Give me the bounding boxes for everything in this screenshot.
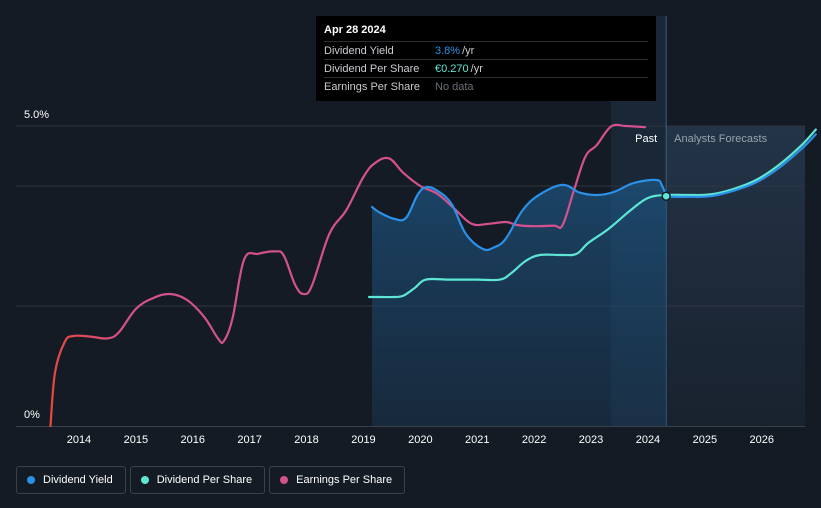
legend-label: Dividend Per Share <box>156 474 253 486</box>
x-tick-label: 2019 <box>351 434 375 446</box>
legend-dot <box>27 476 35 484</box>
dividend-yield-line <box>370 178 668 252</box>
tooltip-value: No data <box>435 80 474 93</box>
legend-label: Earnings Per Share <box>296 474 393 486</box>
legend-item-dividend-yield[interactable]: Dividend Yield <box>16 466 126 494</box>
tooltip-date: Apr 28 2024 <box>324 24 386 36</box>
y-tick-label: 5.0% <box>24 109 49 121</box>
x-tick-label: 2017 <box>237 434 261 446</box>
highlight-point <box>661 191 671 201</box>
x-tick-label: 2014 <box>67 434 91 446</box>
earnings-per-share-line <box>49 123 647 428</box>
legend-item-earnings-per-share[interactable]: Earnings Per Share <box>269 466 406 494</box>
tooltip-label: Dividend Yield <box>324 44 394 57</box>
dividend-per-share-line <box>368 128 817 299</box>
x-tick-label: 2015 <box>124 434 148 446</box>
x-tick-label: 2018 <box>294 434 318 446</box>
legend-dot <box>280 476 289 484</box>
tooltip-value: €0.270/yr <box>435 62 483 75</box>
legend-item-dividend-per-share[interactable]: Dividend Per Share <box>129 466 266 494</box>
forecast-band <box>666 126 805 426</box>
tooltip-row-earnings-per-share: Earnings Per Share No data <box>324 77 648 95</box>
x-tick-label: 2021 <box>465 434 489 446</box>
tooltip-label: Earnings Per Share <box>324 80 420 93</box>
x-tick-label: 2022 <box>522 434 546 446</box>
x-tick-label: 2020 <box>408 434 432 446</box>
tooltip-value: 3.8%/yr <box>435 44 475 57</box>
x-tick-label: 2025 <box>693 434 717 446</box>
legend-dot <box>140 476 149 484</box>
tooltip-row-dividend-per-share: Dividend Per Share €0.270/yr <box>324 59 648 77</box>
x-tick-label: 2016 <box>181 434 205 446</box>
y-tick-label: 0% <box>24 409 40 421</box>
past-label: Past <box>635 133 657 145</box>
x-tick-label: 2023 <box>579 434 603 446</box>
tooltip-row-dividend-yield: Dividend Yield 3.8%/yr <box>324 41 648 59</box>
x-tick-label: 2026 <box>750 434 774 446</box>
tooltip: Apr 28 2024 Dividend Yield 3.8%/yr Divid… <box>316 16 656 101</box>
forecast-label: Analysts Forecasts <box>674 133 767 145</box>
x-tick-label: 2024 <box>636 434 660 446</box>
legend-label: Dividend Yield <box>43 474 113 486</box>
dividend-yield-forecast-line <box>665 133 817 198</box>
dividend-yield-area <box>372 179 667 426</box>
tooltip-label: Dividend Per Share <box>324 62 420 75</box>
legend: Dividend Yield Dividend Per Share Earnin… <box>16 466 406 494</box>
